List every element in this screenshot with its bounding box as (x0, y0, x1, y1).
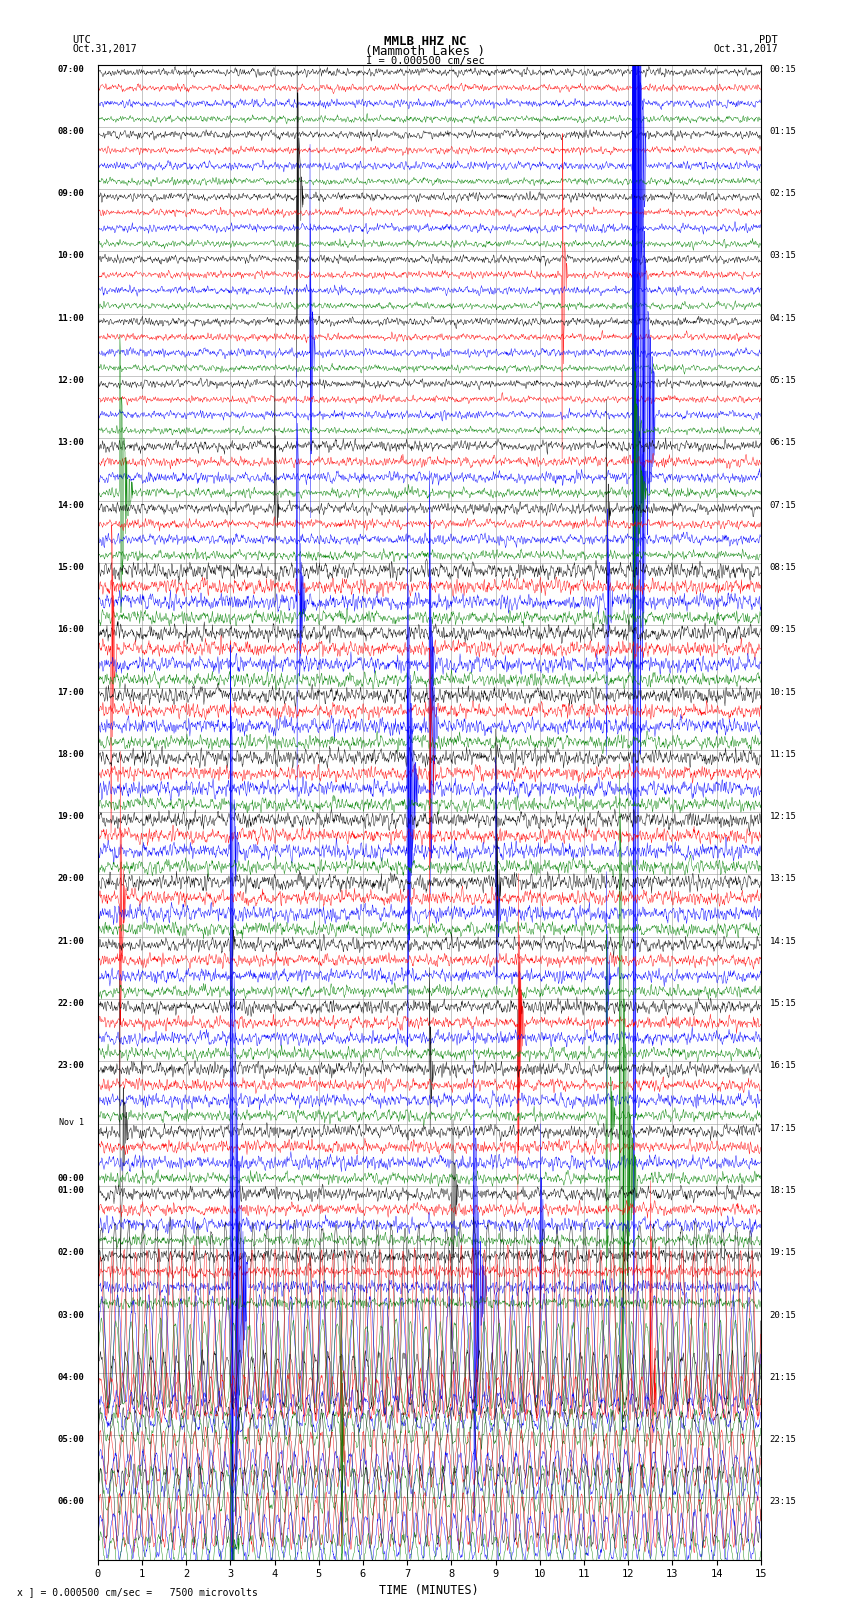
Text: 11:15: 11:15 (769, 750, 796, 758)
Text: 10:15: 10:15 (769, 687, 796, 697)
Text: 14:15: 14:15 (769, 937, 796, 945)
Text: 01:15: 01:15 (769, 127, 796, 135)
Text: x ] = 0.000500 cm/sec =   7500 microvolts: x ] = 0.000500 cm/sec = 7500 microvolts (17, 1587, 258, 1597)
Text: 12:15: 12:15 (769, 813, 796, 821)
Text: 22:15: 22:15 (769, 1436, 796, 1444)
Text: 01:00: 01:00 (58, 1186, 84, 1195)
Text: 02:00: 02:00 (58, 1248, 84, 1257)
Text: 21:15: 21:15 (769, 1373, 796, 1382)
Text: 00:15: 00:15 (769, 65, 796, 74)
Text: 00:00: 00:00 (58, 1174, 84, 1182)
Text: 18:00: 18:00 (58, 750, 84, 758)
Text: 09:15: 09:15 (769, 626, 796, 634)
Text: I = 0.000500 cm/sec: I = 0.000500 cm/sec (366, 56, 484, 66)
Text: Oct.31,2017: Oct.31,2017 (72, 44, 137, 53)
Text: 12:00: 12:00 (58, 376, 84, 386)
Text: 03:00: 03:00 (58, 1310, 84, 1319)
Text: 05:00: 05:00 (58, 1436, 84, 1444)
Text: 03:15: 03:15 (769, 252, 796, 260)
Text: 23:00: 23:00 (58, 1061, 84, 1071)
Text: Oct.31,2017: Oct.31,2017 (713, 44, 778, 53)
Text: 15:15: 15:15 (769, 998, 796, 1008)
Text: 04:00: 04:00 (58, 1373, 84, 1382)
Text: 20:00: 20:00 (58, 874, 84, 884)
Text: 06:00: 06:00 (58, 1497, 84, 1507)
X-axis label: TIME (MINUTES): TIME (MINUTES) (379, 1584, 479, 1597)
Text: Nov 1: Nov 1 (60, 1118, 84, 1127)
Text: 16:15: 16:15 (769, 1061, 796, 1071)
Text: 11:00: 11:00 (58, 313, 84, 323)
Text: MMLB HHZ NC: MMLB HHZ NC (383, 35, 467, 48)
Text: 10:00: 10:00 (58, 252, 84, 260)
Text: 19:00: 19:00 (58, 813, 84, 821)
Text: 22:00: 22:00 (58, 998, 84, 1008)
Text: 07:00: 07:00 (58, 65, 84, 74)
Text: 14:00: 14:00 (58, 500, 84, 510)
Text: 08:15: 08:15 (769, 563, 796, 573)
Text: 08:00: 08:00 (58, 127, 84, 135)
Text: 21:00: 21:00 (58, 937, 84, 945)
Text: (Mammoth Lakes ): (Mammoth Lakes ) (365, 45, 485, 58)
Text: 05:15: 05:15 (769, 376, 796, 386)
Text: 13:00: 13:00 (58, 439, 84, 447)
Text: 16:00: 16:00 (58, 626, 84, 634)
Text: 04:15: 04:15 (769, 313, 796, 323)
Text: 02:15: 02:15 (769, 189, 796, 198)
Text: PDT: PDT (759, 35, 778, 45)
Text: 15:00: 15:00 (58, 563, 84, 573)
Text: 07:15: 07:15 (769, 500, 796, 510)
Text: 17:15: 17:15 (769, 1124, 796, 1132)
Text: 09:00: 09:00 (58, 189, 84, 198)
Text: 19:15: 19:15 (769, 1248, 796, 1257)
Text: 23:15: 23:15 (769, 1497, 796, 1507)
Text: UTC: UTC (72, 35, 91, 45)
Text: 20:15: 20:15 (769, 1310, 796, 1319)
Text: 17:00: 17:00 (58, 687, 84, 697)
Text: 18:15: 18:15 (769, 1186, 796, 1195)
Text: 06:15: 06:15 (769, 439, 796, 447)
Text: 13:15: 13:15 (769, 874, 796, 884)
